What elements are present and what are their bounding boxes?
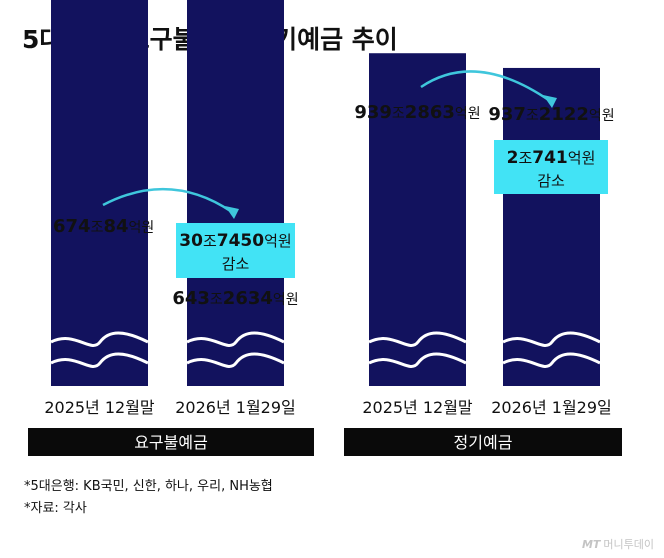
watermark-text: 머니투데이 (603, 538, 654, 551)
group1-bar-2-break-wave-1 (186, 331, 285, 347)
group2-tick-label-1: 2025년 12월말 (362, 398, 473, 417)
group1-tick-label-1: 2025년 12월말 (44, 398, 155, 417)
group1-change-amount: 30조7450억원 (179, 231, 291, 251)
group2-value-label-2-eok: 2122 (539, 104, 589, 125)
group1-change-amount-jo-unit: 조 (203, 232, 217, 250)
group1-change-word: 감소 (222, 255, 250, 273)
group1-change-amount-eok: 7450 (217, 231, 264, 251)
group2-bar-2-break-wave-2 (502, 352, 601, 368)
group2-value-label-2-eok-unit: 억원 (589, 108, 615, 124)
group2-change-amount: 2조741억원 (507, 148, 596, 168)
group2-change-amount-jo-unit: 조 (518, 149, 532, 167)
group1-tick-label-2: 2026년 1월29일 (175, 398, 296, 417)
footnote-source: *자료: 각사 (24, 501, 87, 516)
group1-bar-1-break-wave-1 (50, 331, 149, 347)
group1-name-label: 요구불예금 (134, 433, 208, 452)
group2-value-label-1-jo-unit: 조 (392, 106, 405, 122)
footnote-banks: *5대은행: KB국민, 신한, 하나, 우리, NH농협 (24, 479, 273, 494)
group2-change-arrow (420, 70, 551, 103)
group2-name-band (344, 428, 622, 456)
group1-change-arrow (102, 187, 233, 214)
group2-bar-1 (369, 53, 466, 386)
group1-value-label-2-eok: 2634 (223, 288, 273, 309)
group1-name-band (28, 428, 314, 456)
group1-bar-2-break-wave-2 (186, 352, 285, 368)
group1-value-label-1: 674조84억원 (53, 216, 154, 237)
group2-change-box (494, 140, 608, 194)
group2-value-label-2: 937조2122억원 (488, 104, 614, 125)
group2-value-label-1: 939조2863억원 (354, 102, 480, 123)
group2-change-amount-eok: 741 (532, 148, 568, 168)
group2-change-word: 감소 (537, 172, 565, 190)
watermark-logo: MT (581, 538, 601, 551)
group1-change-amount-jo: 30 (179, 231, 203, 251)
group1-value-label-1-eok: 84 (103, 216, 128, 237)
chart-marks: 2025년 12월말 2026년 1월29일674조84억원643조2634억원3… (28, 0, 622, 456)
group2-bar-1-break-wave-2 (368, 352, 467, 368)
group1-value-label-2-jo: 643 (172, 288, 210, 309)
group1-value-label-1-jo: 674 (53, 216, 91, 237)
group2-bar-1-break-wave-1 (368, 331, 467, 347)
group2-value-label-1-eok: 2863 (405, 102, 455, 123)
group2-value-label-1-eok-unit: 억원 (455, 106, 481, 122)
watermark: MT 머니투데이 (582, 536, 654, 552)
group2-value-label-1-jo: 939 (354, 102, 392, 123)
group1-bar-2 (187, 0, 284, 386)
group2-change-amount-jo: 2 (507, 148, 519, 168)
group2-change-arrow-head (543, 95, 557, 108)
group2-value-label-2-jo: 937 (488, 104, 526, 125)
group1-value-label-2-eok-unit: 억원 (273, 292, 299, 308)
group2-change-amount-eok-unit: 억원 (568, 149, 596, 167)
group2-bar-2 (503, 67, 600, 386)
group2-bar-2-break-wave-1 (502, 331, 601, 347)
group1-change-box (176, 223, 295, 278)
group1-value-label-2-jo-unit: 조 (210, 292, 223, 308)
group1-value-label-1-eok-unit: 억원 (129, 220, 155, 236)
group1-value-label-2: 643조2634억원 (172, 288, 298, 309)
group2-tick-label-2: 2026년 1월29일 (491, 398, 612, 417)
group1-bar-1-break-wave-2 (50, 352, 149, 368)
group1-value-label-1-jo-unit: 조 (91, 220, 104, 236)
group1-change-arrow-head (225, 206, 239, 219)
group2-value-label-2-jo-unit: 조 (526, 108, 539, 124)
group1-change-amount-eok-unit: 억원 (264, 232, 292, 250)
group2-name-label: 정기예금 (454, 433, 513, 452)
